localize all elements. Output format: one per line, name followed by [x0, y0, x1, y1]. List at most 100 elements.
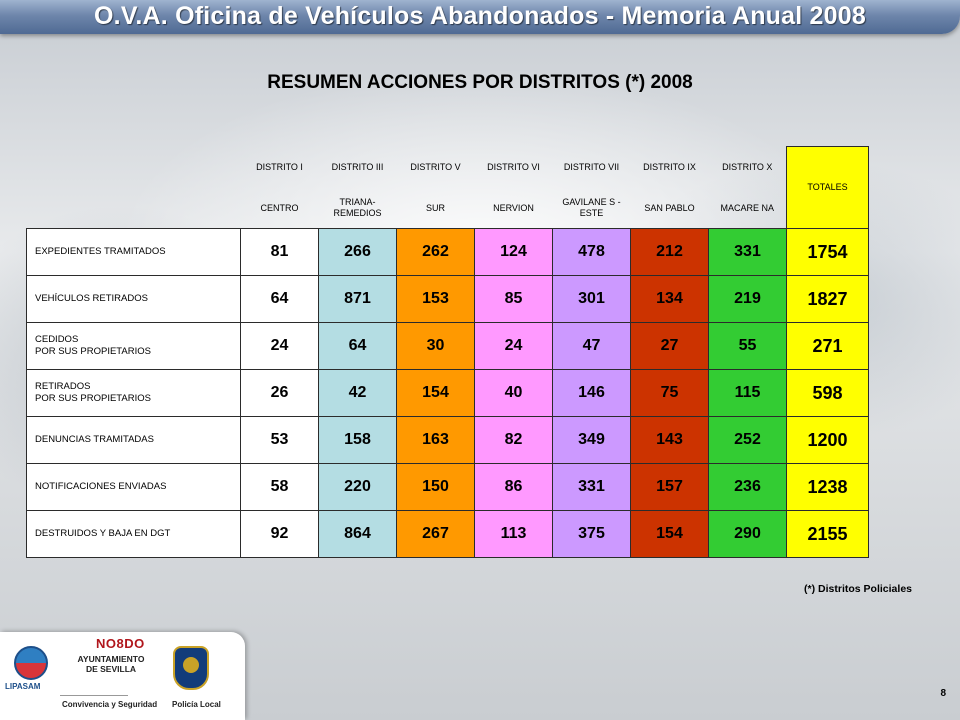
logo-divider — [60, 695, 128, 696]
row-label: RETIRADOS POR SUS PROPIETARIOS — [26, 369, 241, 417]
table-heading: RESUMEN ACCIONES POR DISTRITOS (*) 2008 — [267, 72, 693, 93]
total-cell: 2155 — [786, 510, 869, 558]
slide-title: O.V.A. Oficina de Vehículos Abandonados … — [94, 2, 866, 30]
column-district: DISTRITO III — [331, 162, 384, 172]
column-district-name: NERVION — [493, 202, 534, 213]
district-name-row: CENTRO TRIANA- REMEDIOS SUR NERVION GAVI… — [27, 189, 869, 229]
value-cell: 331 — [552, 463, 631, 511]
value-cell: 478 — [552, 228, 631, 276]
column-district-name: GAVILANE S - ESTE — [562, 197, 621, 219]
total-cell: 271 — [786, 322, 869, 370]
value-cell: 58 — [240, 463, 319, 511]
value-cell: 75 — [630, 369, 709, 417]
table-row: VEHÍCULOS RETIRADOS 64 871 153 85 301 134 219 18… — [26, 275, 869, 323]
value-cell: 146 — [552, 369, 631, 417]
value-cell: 42 — [318, 369, 397, 417]
corner-cell — [27, 189, 241, 229]
district-number-row: DISTRITO I DISTRITO III DISTRITO V DISTR… — [27, 146, 869, 229]
row-label: CEDIDOS POR SUS PROPIETARIOS — [26, 322, 241, 370]
nodo-emblem: NO8DO — [96, 636, 145, 651]
column-district-name: TRIANA- REMEDIOS — [333, 197, 382, 219]
total-cell: 598 — [786, 369, 869, 417]
value-cell: 375 — [552, 510, 631, 558]
total-cell: 1827 — [786, 275, 869, 323]
value-cell: 24 — [474, 322, 553, 370]
table-row: RETIRADOS POR SUS PROPIETARIOS 26 42 154 40 14… — [26, 369, 869, 417]
value-cell: 864 — [318, 510, 397, 558]
column-district: DISTRITO IX — [643, 162, 696, 172]
value-cell: 163 — [396, 416, 475, 464]
value-cell: 219 — [708, 275, 787, 323]
value-cell: 154 — [396, 369, 475, 417]
value-cell: 220 — [318, 463, 397, 511]
table-row: EXPEDIENTES TRAMITADOS 81 266 262 124 478 212 3… — [26, 228, 869, 276]
row-label: DENUNCIAS TRAMITADAS — [26, 416, 241, 464]
total-cell: 1238 — [786, 463, 869, 511]
value-cell: 236 — [708, 463, 787, 511]
total-cell: 1754 — [786, 228, 869, 276]
column-district: DISTRITO VII — [563, 162, 620, 172]
value-cell: 30 — [396, 322, 475, 370]
totals-header: TOTALES — [786, 146, 869, 229]
value-cell: 331 — [708, 228, 787, 276]
page-number: 8 — [940, 688, 946, 699]
corner-cell — [27, 147, 241, 189]
value-cell: 40 — [474, 369, 553, 417]
value-cell: 349 — [552, 416, 631, 464]
value-cell: 212 — [630, 228, 709, 276]
lipasam-logo-icon — [14, 646, 48, 680]
value-cell: 115 — [708, 369, 787, 417]
footnote: (*) Distritos Policiales — [804, 583, 912, 595]
total-cell: 1200 — [786, 416, 869, 464]
column-district: DISTRITO VI — [487, 162, 540, 172]
column-district: DISTRITO X — [722, 162, 773, 172]
district-summary-table: DISTRITO I DISTRITO III DISTRITO V DISTR… — [26, 146, 869, 558]
table-row: DESTRUIDOS Y BAJA EN DGT 92 864 267 113 375 15… — [26, 510, 869, 558]
value-cell: 290 — [708, 510, 787, 558]
policia-local-badge-icon — [173, 646, 209, 690]
column-district: DISTRITO I — [256, 162, 303, 172]
row-label: NOTIFICACIONES ENVIADAS — [26, 463, 241, 511]
lipasam-logo-text: LIPASAM — [5, 682, 41, 691]
value-cell: 81 — [240, 228, 319, 276]
value-cell: 47 — [552, 322, 631, 370]
column-district-name: SUR — [425, 202, 445, 213]
value-cell: 82 — [474, 416, 553, 464]
value-cell: 26 — [240, 369, 319, 417]
logo-panel: LIPASAM NO8DO AYUNTAMIENTO DE SEVILLA Co… — [0, 632, 245, 720]
value-cell: 252 — [708, 416, 787, 464]
column-district-name: SAN PABLO — [644, 202, 695, 213]
value-cell: 92 — [240, 510, 319, 558]
value-cell: 267 — [396, 510, 475, 558]
value-cell: 134 — [630, 275, 709, 323]
value-cell: 64 — [240, 275, 319, 323]
value-cell: 301 — [552, 275, 631, 323]
row-label: DESTRUIDOS Y BAJA EN DGT — [26, 510, 241, 558]
value-cell: 113 — [474, 510, 553, 558]
table-body: EXPEDIENTES TRAMITADOS 81 266 262 124 478 212 3… — [26, 228, 869, 558]
value-cell: 24 — [240, 322, 319, 370]
convivencia-seguridad-text: Convivencia y Seguridad — [62, 700, 158, 709]
title-bar: O.V.A. Oficina de Vehículos Abandonados … — [0, 0, 960, 34]
policia-local-text: Policía Local — [172, 700, 221, 709]
value-cell: 157 — [630, 463, 709, 511]
value-cell: 85 — [474, 275, 553, 323]
row-label: VEHÍCULOS RETIRADOS — [26, 275, 241, 323]
value-cell: 262 — [396, 228, 475, 276]
value-cell: 150 — [396, 463, 475, 511]
value-cell: 154 — [630, 510, 709, 558]
table-row: DENUNCIAS TRAMITADAS 53 158 163 82 349 143 252 1… — [26, 416, 869, 464]
column-district-name: MACARE NA — [720, 202, 774, 213]
value-cell: 64 — [318, 322, 397, 370]
column-district-name: CENTRO — [260, 202, 299, 213]
table-row: NOTIFICACIONES ENVIADAS 58 220 150 86 331 157 2… — [26, 463, 869, 511]
value-cell: 158 — [318, 416, 397, 464]
value-cell: 143 — [630, 416, 709, 464]
value-cell: 153 — [396, 275, 475, 323]
value-cell: 55 — [708, 322, 787, 370]
row-label: EXPEDIENTES TRAMITADOS — [26, 228, 241, 276]
badge-star-icon — [183, 657, 199, 673]
column-district: DISTRITO V — [410, 162, 461, 172]
ayuntamiento-logo-text: AYUNTAMIENTO DE SEVILLA — [77, 654, 145, 674]
value-cell: 53 — [240, 416, 319, 464]
